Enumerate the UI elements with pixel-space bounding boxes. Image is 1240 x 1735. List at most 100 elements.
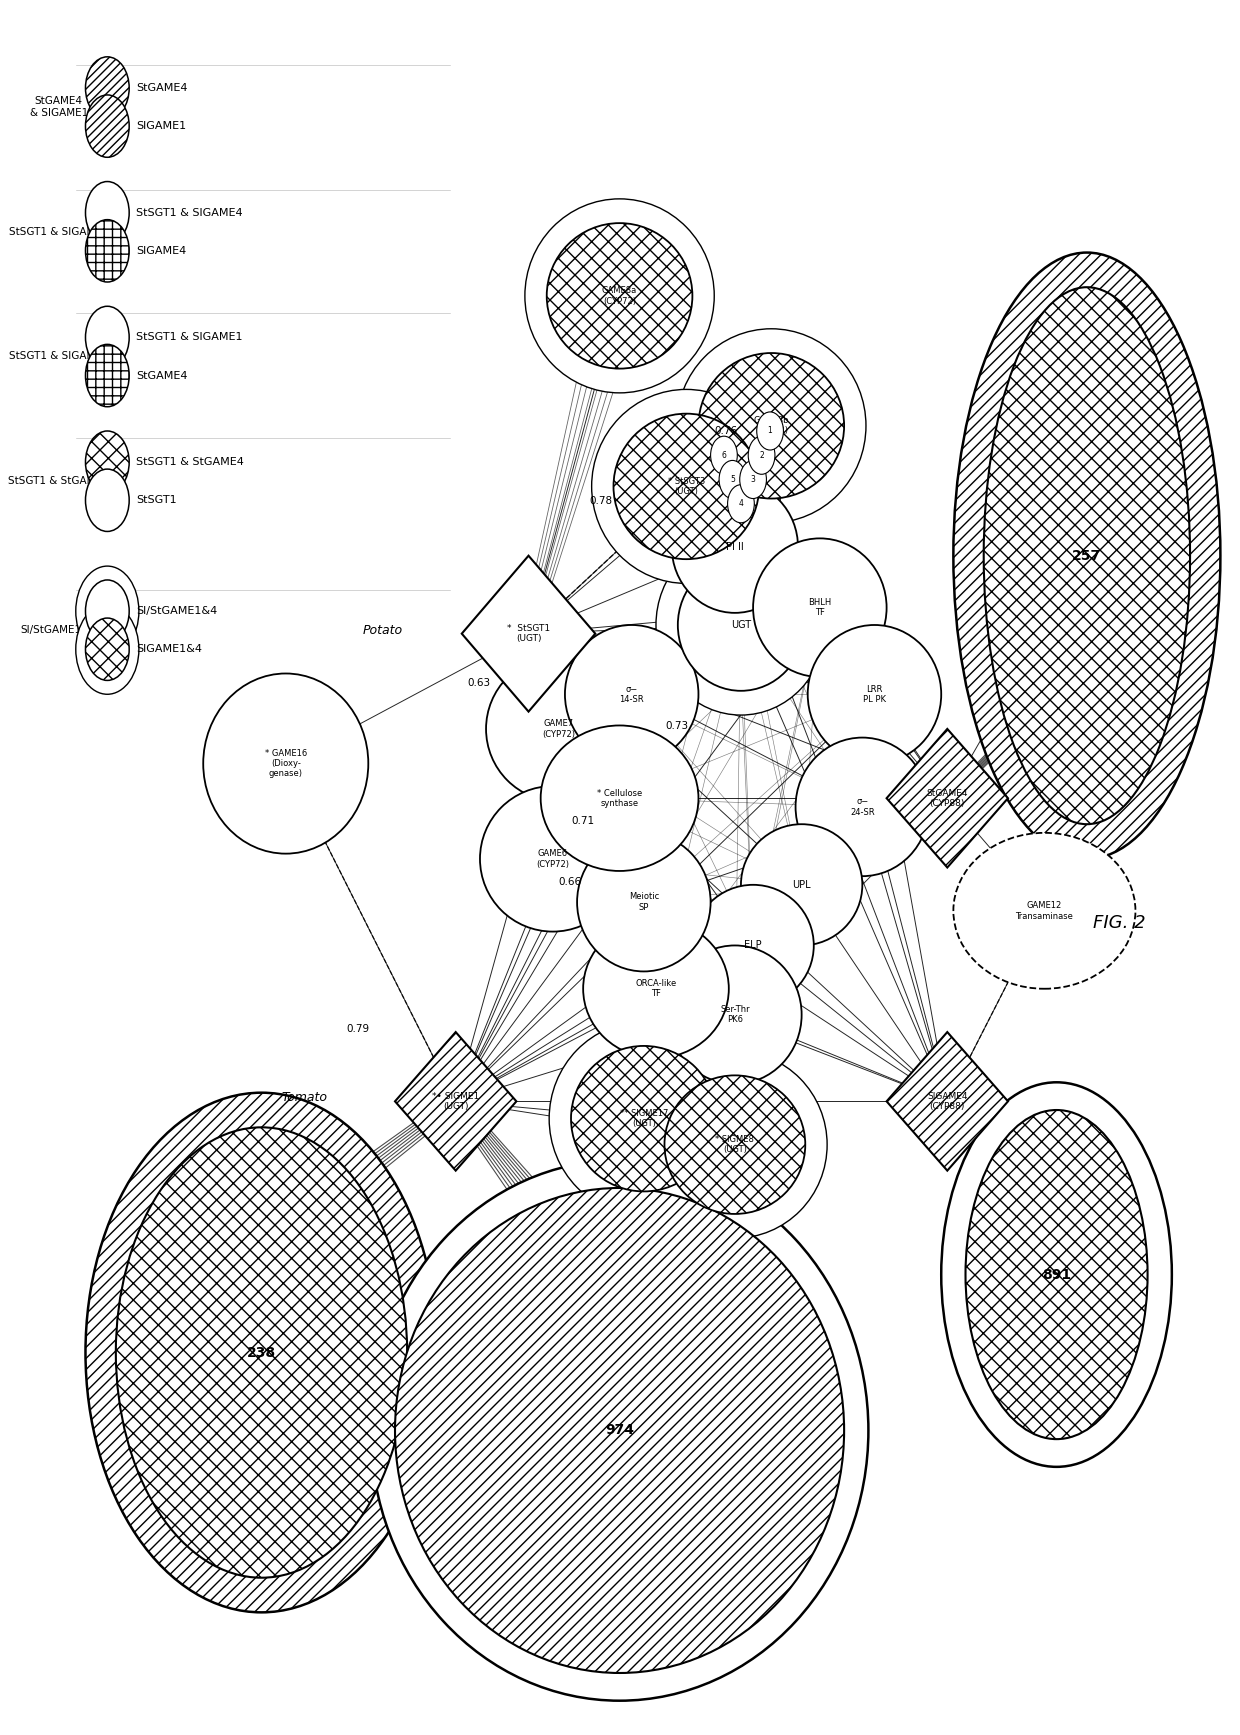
Ellipse shape bbox=[698, 352, 844, 498]
Text: StSGT1 & StGAME4: StSGT1 & StGAME4 bbox=[9, 475, 109, 486]
Text: ELP: ELP bbox=[744, 940, 761, 951]
Circle shape bbox=[711, 435, 738, 474]
Text: GAME8b
(CYP72): GAME8b (CYP72) bbox=[754, 416, 789, 435]
Text: StGAME4
(CYP88): StGAME4 (CYP88) bbox=[926, 788, 968, 809]
Text: Meiotic
SP: Meiotic SP bbox=[629, 892, 658, 913]
Polygon shape bbox=[396, 1032, 516, 1171]
Circle shape bbox=[728, 484, 754, 522]
Text: UGT: UGT bbox=[730, 619, 751, 630]
Ellipse shape bbox=[541, 725, 698, 871]
Text: 0.76: 0.76 bbox=[714, 427, 738, 437]
Circle shape bbox=[740, 460, 766, 498]
Ellipse shape bbox=[570, 1046, 717, 1192]
Text: σ−
24-SR: σ− 24-SR bbox=[849, 796, 874, 817]
Text: 0.63: 0.63 bbox=[467, 678, 491, 687]
Text: * GAME16
(Dioxy-
genase): * GAME16 (Dioxy- genase) bbox=[264, 750, 306, 779]
Ellipse shape bbox=[86, 1093, 438, 1612]
Text: * StSGT3
(UGT): * StSGT3 (UGT) bbox=[667, 477, 706, 496]
Text: FIG. 2: FIG. 2 bbox=[1092, 914, 1146, 932]
Ellipse shape bbox=[796, 737, 929, 876]
Text: 891: 891 bbox=[1042, 1268, 1071, 1282]
Text: Ser-Thr
PK6: Ser-Thr PK6 bbox=[720, 1005, 750, 1024]
Text: 1: 1 bbox=[768, 427, 773, 435]
Ellipse shape bbox=[677, 328, 866, 522]
Ellipse shape bbox=[203, 673, 368, 854]
Ellipse shape bbox=[941, 1083, 1172, 1466]
Ellipse shape bbox=[115, 1128, 407, 1577]
Text: StGAME4: StGAME4 bbox=[136, 83, 188, 94]
Text: GAME6
(CYP72): GAME6 (CYP72) bbox=[537, 848, 569, 869]
Ellipse shape bbox=[656, 534, 826, 715]
Polygon shape bbox=[887, 729, 1008, 868]
Text: Tomato: Tomato bbox=[281, 1091, 327, 1105]
Circle shape bbox=[86, 307, 129, 368]
Text: *  StSGT1
(UGT): * StSGT1 (UGT) bbox=[507, 625, 551, 644]
Circle shape bbox=[86, 220, 129, 283]
Text: StSGT1 & StGAME4: StSGT1 & StGAME4 bbox=[136, 456, 244, 467]
Circle shape bbox=[719, 460, 745, 498]
Ellipse shape bbox=[614, 413, 759, 559]
Text: *• SlGME1
(UGT): *• SlGME1 (UGT) bbox=[432, 1091, 480, 1110]
Ellipse shape bbox=[642, 1051, 827, 1239]
Text: SlGAME4: SlGAME4 bbox=[136, 246, 187, 255]
Text: StGAME4: StGAME4 bbox=[136, 371, 188, 380]
Polygon shape bbox=[461, 555, 595, 711]
Text: LRR
PL PK: LRR PL PK bbox=[863, 685, 885, 704]
Text: Sl/StGAME1&4: Sl/StGAME1&4 bbox=[21, 625, 97, 635]
Ellipse shape bbox=[692, 885, 813, 1006]
Text: 0.78: 0.78 bbox=[589, 496, 613, 505]
Circle shape bbox=[748, 435, 775, 474]
Text: Potato: Potato bbox=[363, 623, 403, 637]
Text: 238: 238 bbox=[247, 1346, 277, 1360]
Ellipse shape bbox=[591, 389, 781, 583]
Text: 4: 4 bbox=[739, 500, 744, 508]
Text: SlGAME1: SlGAME1 bbox=[136, 121, 186, 132]
Text: StSGT1 & SlGAME4: StSGT1 & SlGAME4 bbox=[9, 227, 109, 236]
Circle shape bbox=[86, 579, 129, 642]
Text: 2: 2 bbox=[759, 451, 764, 460]
Text: * SlGME8
(UGT): * SlGME8 (UGT) bbox=[715, 1135, 754, 1154]
Text: 0.66: 0.66 bbox=[559, 876, 582, 887]
Ellipse shape bbox=[547, 224, 692, 368]
Text: 257: 257 bbox=[1073, 548, 1101, 562]
Text: GAME8a
(CYP72): GAME8a (CYP72) bbox=[601, 286, 637, 305]
Ellipse shape bbox=[583, 920, 729, 1058]
Text: StSGT1: StSGT1 bbox=[136, 494, 177, 505]
Text: BHLH
TF: BHLH TF bbox=[808, 599, 832, 618]
Circle shape bbox=[86, 57, 129, 120]
Polygon shape bbox=[887, 1032, 1008, 1171]
Text: GAME12
Transaminase: GAME12 Transaminase bbox=[1016, 900, 1074, 921]
Text: GAME7
(CYP72): GAME7 (CYP72) bbox=[542, 720, 575, 739]
Ellipse shape bbox=[753, 538, 887, 677]
Ellipse shape bbox=[954, 833, 1136, 989]
Text: 0.73: 0.73 bbox=[666, 722, 688, 730]
Ellipse shape bbox=[371, 1161, 868, 1700]
Circle shape bbox=[86, 95, 129, 158]
Circle shape bbox=[756, 411, 784, 449]
Text: StSGT1 & SlGAME4: StSGT1 & SlGAME4 bbox=[136, 208, 243, 217]
Ellipse shape bbox=[665, 1076, 805, 1214]
Circle shape bbox=[86, 344, 129, 406]
Ellipse shape bbox=[807, 625, 941, 763]
Text: StSGT1 & SlGAME1: StSGT1 & SlGAME1 bbox=[9, 352, 109, 361]
Text: Sl/StGAME1&4: Sl/StGAME1&4 bbox=[136, 606, 218, 616]
Text: ORCA-like
TF: ORCA-like TF bbox=[635, 979, 677, 998]
Text: StSGT1 & SlGAME1: StSGT1 & SlGAME1 bbox=[136, 333, 243, 342]
Ellipse shape bbox=[486, 656, 631, 802]
Ellipse shape bbox=[668, 946, 801, 1084]
Ellipse shape bbox=[954, 253, 1220, 859]
Ellipse shape bbox=[549, 1022, 739, 1216]
Ellipse shape bbox=[678, 559, 804, 691]
Text: 6: 6 bbox=[722, 451, 727, 460]
Ellipse shape bbox=[983, 288, 1190, 824]
Circle shape bbox=[76, 604, 139, 694]
Ellipse shape bbox=[742, 824, 862, 946]
Text: 5: 5 bbox=[730, 475, 735, 484]
Text: * Cellulose
synthase: * Cellulose synthase bbox=[596, 788, 642, 809]
Ellipse shape bbox=[480, 786, 626, 932]
Ellipse shape bbox=[396, 1188, 844, 1673]
Text: SlGAME4
(CYP88): SlGAME4 (CYP88) bbox=[928, 1091, 967, 1110]
Ellipse shape bbox=[966, 1110, 1147, 1438]
Text: UPL: UPL bbox=[792, 880, 811, 890]
Text: 0.71: 0.71 bbox=[570, 815, 594, 826]
